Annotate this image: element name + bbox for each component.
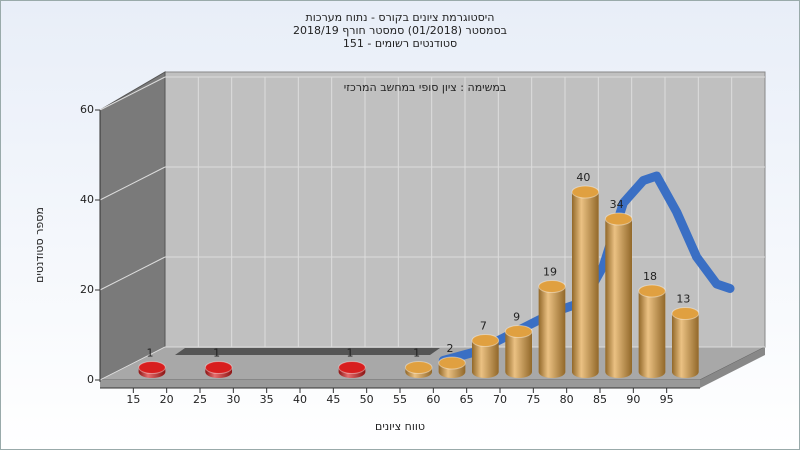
bar-shade <box>605 219 632 379</box>
subtitle: במשימה : ציון סופי במחשב המרכזי <box>344 81 507 94</box>
bar <box>638 284 666 378</box>
title-line: היסטוגרמת ציונים בקורס - נתוח מערכות <box>306 11 495 24</box>
data-label: 1 <box>147 347 154 360</box>
grid-line <box>99 166 166 201</box>
x-tick-label: 60 <box>426 393 440 406</box>
bar-shade <box>572 192 599 379</box>
x-tick-label: 70 <box>493 393 507 406</box>
title-block: היסטוגרמת ציונים בקורס - נתוח מערכות בסמ… <box>293 11 507 50</box>
bar <box>538 280 566 378</box>
data-label: 1 <box>413 347 420 360</box>
bar <box>204 361 233 378</box>
y-tick-label: 0 <box>87 373 94 386</box>
x-tick-label: 75 <box>526 393 540 406</box>
data-label: 9 <box>513 311 520 324</box>
bar-shade <box>472 340 499 378</box>
x-tick-label: 40 <box>293 393 307 406</box>
bar <box>671 307 700 379</box>
x-tick-label: 80 <box>560 393 574 406</box>
x-axis-label: טווח ציונים <box>375 420 425 433</box>
bar <box>504 325 533 378</box>
y-axis-label: מספר סטודנטים <box>33 207 46 283</box>
x-tick-label: 85 <box>593 393 607 406</box>
x-tick-label: 90 <box>626 393 640 406</box>
y-tick-label: 60 <box>80 103 94 116</box>
x-tick-label: 15 <box>126 393 140 406</box>
bar-shade <box>672 313 699 379</box>
y-tick-label: 40 <box>80 193 94 206</box>
grid-line <box>99 256 166 291</box>
x-tick-label: 65 <box>460 393 474 406</box>
data-label: 2 <box>447 342 454 355</box>
bar-top <box>438 356 466 370</box>
x-tick-label: 50 <box>360 393 374 406</box>
bar-top <box>404 361 433 374</box>
bar-shade <box>505 331 532 378</box>
bar <box>604 212 633 379</box>
bar-top <box>471 334 500 347</box>
bar-top <box>504 325 533 338</box>
bar-top <box>538 280 566 293</box>
bar <box>438 356 466 379</box>
grid-line <box>99 76 166 111</box>
title-line: 151 - סטודנטים רשומים <box>343 37 457 50</box>
bar-top <box>138 361 166 374</box>
bar-shade <box>538 286 566 378</box>
x-tick-label: 20 <box>160 393 174 406</box>
floor-front <box>100 380 700 388</box>
bar-top <box>604 212 633 226</box>
data-label: 13 <box>676 293 690 306</box>
y-tick-label: 20 <box>80 283 94 296</box>
x-tick-label: 95 <box>660 393 674 406</box>
data-label: 7 <box>480 320 487 333</box>
bar <box>571 185 600 379</box>
x-tick-label: 25 <box>193 393 207 406</box>
data-label: 18 <box>643 270 657 283</box>
data-label: 1 <box>347 347 354 360</box>
grid-line <box>99 346 166 381</box>
data-label: 1 <box>213 347 220 360</box>
bar <box>138 361 166 378</box>
title-line: בסמסטר (01/2018) סמסטר חורף 2018/19 <box>293 24 507 37</box>
data-label: 40 <box>576 171 590 184</box>
x-tick-label: 45 <box>326 393 340 406</box>
data-label: 19 <box>543 266 557 279</box>
floor-edge <box>700 347 765 388</box>
bar <box>471 334 500 378</box>
bar-shade <box>638 291 666 378</box>
bar-top <box>204 361 233 374</box>
x-tick-label: 30 <box>226 393 240 406</box>
data-label: 34 <box>610 198 624 211</box>
left-wall <box>99 71 166 381</box>
x-tick-label: 35 <box>260 393 274 406</box>
bar-top <box>338 361 366 374</box>
x-tick-label: 55 <box>393 393 407 406</box>
bar-top <box>571 185 600 199</box>
bar-top <box>638 284 666 298</box>
bar-top <box>671 307 700 320</box>
bar <box>338 361 366 379</box>
back-strip <box>175 348 440 355</box>
bar <box>404 361 433 378</box>
